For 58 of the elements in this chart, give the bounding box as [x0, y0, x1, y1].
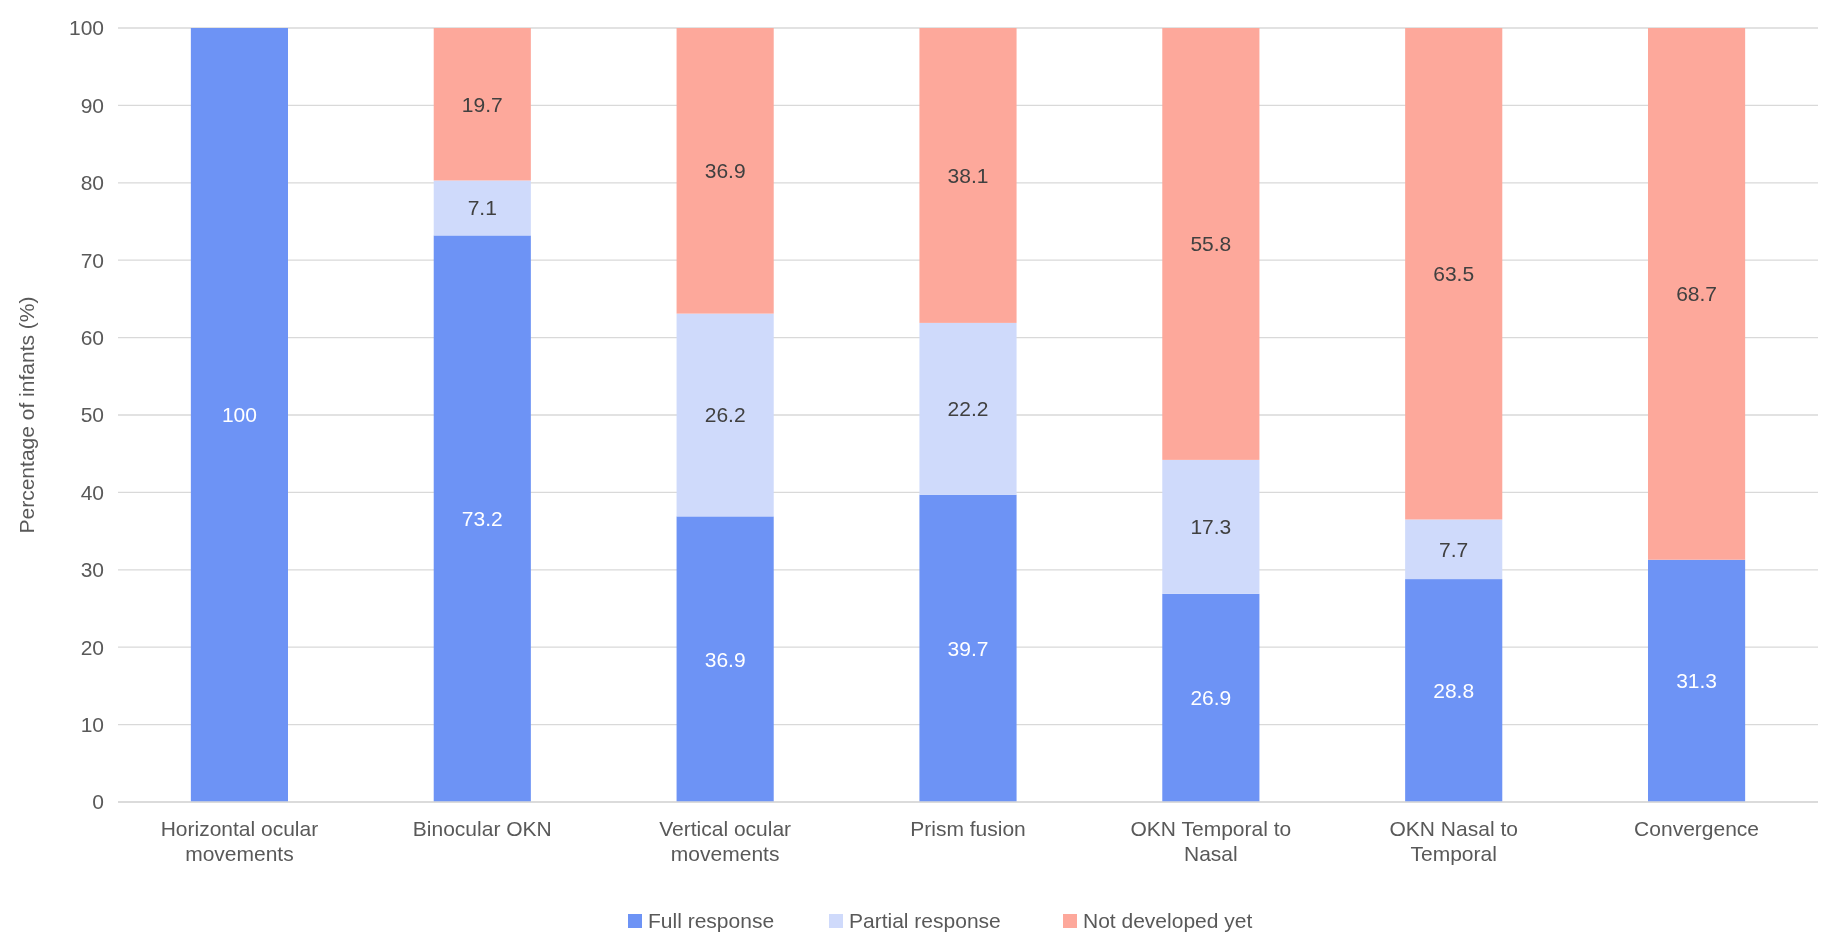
legend-label: Not developed yet	[1083, 909, 1253, 932]
bar	[676, 28, 774, 314]
bar	[676, 313, 774, 517]
bar	[676, 516, 774, 802]
data-label: 36.9	[704, 647, 746, 671]
y-tick-label: 70	[80, 248, 104, 272]
data-label: 68.7	[1676, 282, 1718, 306]
bar	[1405, 28, 1503, 520]
bar	[433, 28, 531, 181]
x-tick-label: Vertical ocular movements	[659, 817, 792, 865]
y-tick-label: 50	[80, 403, 104, 427]
x-tick-label: OKN Temporal to Nasal	[1130, 817, 1292, 865]
y-tick-label: 80	[80, 171, 104, 195]
y-tick-label: 40	[80, 480, 104, 504]
bar	[190, 28, 288, 802]
bar	[1162, 593, 1260, 802]
x-tick-label: Binocular OKN	[412, 817, 552, 840]
x-tick-label: OKN Nasal to Temporal	[1389, 817, 1518, 865]
bar	[1162, 459, 1260, 594]
data-label: 22.2	[947, 397, 989, 421]
bar	[919, 494, 1017, 802]
y-tick-label: 60	[80, 325, 104, 349]
y-tick-label: 90	[80, 93, 104, 117]
y-axis-title: Percentage of infants (%)	[15, 296, 38, 534]
data-label: 31.3	[1676, 669, 1718, 693]
bar	[1405, 579, 1503, 802]
x-tick-label: Prism fusion	[910, 817, 1026, 840]
y-tick-label: 10	[80, 712, 104, 736]
y-tick-label: 30	[80, 558, 104, 582]
bar	[1405, 519, 1503, 580]
x-tick-label: Horizontal ocular movements	[160, 817, 319, 865]
data-label: 63.5	[1433, 262, 1475, 286]
data-label: 19.7	[461, 92, 503, 116]
bar	[1648, 559, 1746, 802]
bar	[919, 28, 1017, 323]
bar	[1648, 28, 1746, 560]
data-label: 55.8	[1190, 232, 1232, 256]
data-label: 39.7	[947, 636, 989, 660]
y-tick-label: 20	[80, 635, 104, 659]
data-label: 26.2	[704, 403, 746, 427]
bar	[433, 235, 531, 802]
data-label: 17.3	[1190, 515, 1232, 539]
bar	[1162, 28, 1260, 460]
x-tick-label: Convergence	[1634, 817, 1760, 840]
data-label: 7.7	[1439, 537, 1469, 561]
data-label: 36.9	[704, 159, 746, 183]
data-label: 28.8	[1433, 678, 1475, 702]
data-label: 38.1	[947, 163, 989, 187]
y-tick-label: 100	[68, 16, 104, 40]
bar	[919, 322, 1017, 495]
bar	[433, 180, 531, 236]
data-label: 73.2	[461, 507, 503, 531]
legend-label: Partial response	[849, 909, 1001, 932]
data-label: 7.1	[467, 196, 497, 220]
legend-label: Full response	[648, 909, 775, 932]
data-label: 100	[221, 403, 257, 427]
data-label: 26.9	[1190, 686, 1232, 710]
y-tick-label: 0	[92, 790, 104, 814]
